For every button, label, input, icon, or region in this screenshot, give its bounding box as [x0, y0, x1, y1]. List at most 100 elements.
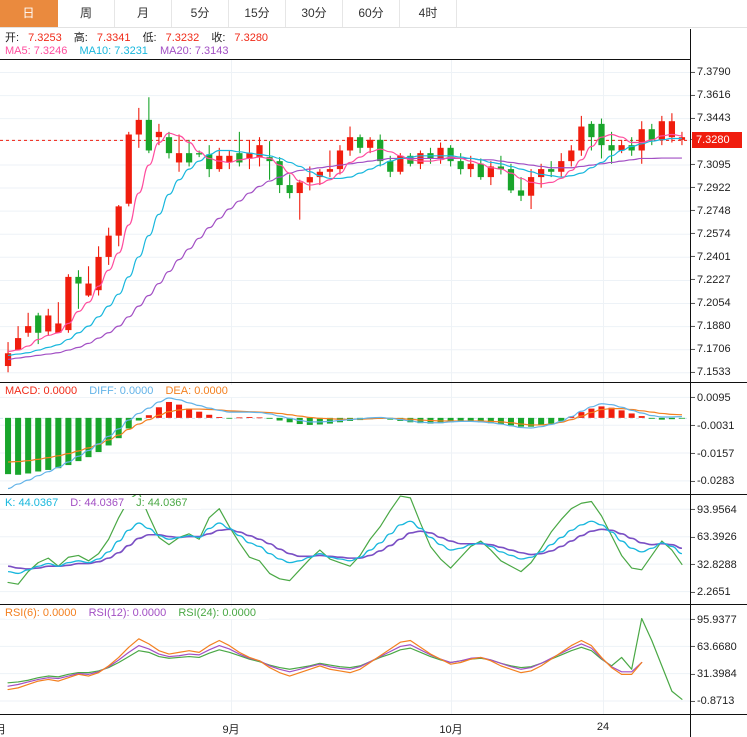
- y-axis-tick: -0.0283: [691, 475, 734, 487]
- y-axis-tick: 7.2574: [691, 228, 731, 240]
- tick-mark: [691, 453, 695, 455]
- timeframe-tab-3[interactable]: 5分: [172, 0, 229, 27]
- y-axis-tick: 31.3984: [691, 668, 737, 680]
- tick-mark: [691, 509, 695, 511]
- tick-mark: [691, 591, 695, 593]
- low-label-text: 低:: [142, 32, 157, 44]
- rsi12-value: RSI(12): 0.0000: [88, 607, 167, 619]
- kdj-chart-panel[interactable]: [0, 494, 690, 604]
- y-axis-tick: 63.3926: [691, 531, 737, 543]
- macd-y-axis: 0.0095 -0.0031 -0.0157 -0.0283: [690, 382, 747, 494]
- macd-legend: MACD: 0.0000 DIFF: 0.0000 DEA: 0.0000: [5, 385, 241, 397]
- tick-mark: [691, 619, 695, 621]
- tick-mark: [691, 397, 695, 399]
- timeframe-tab-6[interactable]: 60分: [343, 0, 400, 27]
- low-value: 7.3232: [165, 32, 200, 44]
- tick-mark: [691, 348, 695, 350]
- current-price-badge: 7.3280: [692, 131, 742, 148]
- tick-label: 7.3790: [697, 66, 731, 79]
- tick-mark: [691, 371, 695, 373]
- timeframe-tab-5[interactable]: 30分: [286, 0, 343, 27]
- low-label: 低: 7.3232: [143, 32, 200, 44]
- y-axis-tick: 63.6680: [691, 641, 737, 653]
- ohlc-legend: 开: 7.3253 高: 7.3341 低: 7.3232 收: 7.3280: [0, 29, 277, 45]
- tick-mark: [691, 210, 695, 212]
- y-axis-tick: 7.2922: [691, 181, 731, 194]
- tick-label: 95.9377: [697, 613, 737, 626]
- y-axis-tick: -0.0157: [691, 447, 734, 460]
- y-axis-tick: 93.9564: [691, 504, 737, 516]
- close-label: 收: 7.3280: [211, 32, 268, 44]
- x-axis-tick-1: 9月: [222, 724, 240, 736]
- y-axis-tick: 7.1880: [691, 320, 731, 332]
- y-axis-tick: 7.2748: [691, 205, 731, 217]
- axis-corner: [690, 714, 747, 737]
- tick-label: 7.3095: [697, 158, 731, 171]
- tick-mark: [691, 71, 695, 73]
- high-label: 高: 7.3341: [74, 32, 131, 44]
- tick-label: 7.2227: [697, 273, 731, 286]
- rsi24-value: RSI(24): 0.0000: [178, 607, 256, 619]
- y-axis-tick: 7.2227: [691, 274, 731, 286]
- tick-mark: [691, 480, 695, 482]
- macd-value: MACD: 0.0000: [5, 385, 78, 397]
- timeframe-tab-label: 30分: [301, 6, 327, 20]
- timeframe-tab-4[interactable]: 15分: [229, 0, 286, 27]
- tick-mark: [691, 564, 695, 566]
- tick-label: 7.1880: [697, 320, 731, 333]
- tick-label: 7.2574: [697, 227, 731, 240]
- timeframe-tab-0[interactable]: 日: [0, 0, 58, 27]
- y-axis-tick: 7.1533: [691, 366, 731, 378]
- tick-label: 7.3616: [697, 89, 731, 102]
- kdj-legend: K: 44.0367 D: 44.0367 J: 44.0367: [5, 497, 201, 509]
- timeframe-tab-2[interactable]: 月: [115, 0, 172, 27]
- rsi6-value: RSI(6): 0.0000: [5, 607, 77, 619]
- timeframe-tab-label: 4时: [418, 6, 438, 20]
- tick-mark: [691, 279, 695, 281]
- tick-mark: [691, 302, 695, 304]
- price-y-axis: 7.3790 7.3616 7.3443 7.3280 7.3095 7.2922 7.27…: [690, 29, 747, 382]
- tick-label: 63.6680: [697, 640, 737, 653]
- timeframe-tab-label: 日: [22, 6, 35, 20]
- high-label-text: 高:: [73, 32, 88, 44]
- tick-label: 7.1533: [697, 366, 731, 379]
- ma20-value: MA20: 7.3143: [160, 45, 229, 57]
- kdj-k-value: K: 44.0367: [5, 497, 59, 509]
- ma10-value: MA10: 7.3231: [79, 45, 148, 57]
- tick-label: -0.0031: [697, 419, 735, 432]
- close-value: 7.3280: [234, 32, 269, 44]
- y-axis-tick: -0.8713: [691, 695, 734, 707]
- timeframe-tab-label: 周: [79, 6, 92, 20]
- price-chart-panel[interactable]: [0, 59, 690, 382]
- timeframe-tab-label: 月: [136, 6, 149, 20]
- ma5-value: MA5: 7.3246: [5, 45, 68, 57]
- tick-label: 31.3984: [697, 668, 737, 681]
- y-axis-tick: 7.3616: [691, 89, 731, 101]
- timeframe-tab-1[interactable]: 周: [58, 0, 115, 27]
- y-axis-tick: 7.3095: [691, 158, 731, 171]
- tick-label: 93.9564: [697, 503, 737, 516]
- timeframe-tab-label: 5分: [190, 6, 210, 20]
- x-axis-tick-0: 月: [0, 724, 7, 736]
- y-axis-tick: 2.2651: [691, 586, 731, 598]
- macd-chart-panel[interactable]: [0, 382, 690, 494]
- tick-mark: [691, 164, 695, 166]
- open-label-text: 开:: [5, 32, 20, 44]
- rsi-chart-panel[interactable]: [0, 604, 690, 714]
- tick-label: 32.8288: [697, 558, 737, 571]
- y-axis-tick: 0.0095: [691, 392, 731, 404]
- y-axis-tick: 95.9377: [691, 614, 737, 626]
- tick-mark: [691, 536, 695, 538]
- timeframe-tab-7[interactable]: 4时: [400, 0, 457, 27]
- tick-mark: [691, 256, 695, 258]
- tick-mark: [691, 673, 695, 675]
- y-axis-tick: 7.3443: [691, 112, 731, 124]
- tick-label: 7.3443: [697, 112, 731, 125]
- timeframe-tab-label: 15分: [244, 6, 270, 20]
- tick-label: 7.2922: [697, 181, 731, 194]
- tick-mark: [691, 187, 695, 189]
- date-x-axis: 月 9月 10月 24: [0, 714, 690, 737]
- ma-legend: MA5: 7.3246 MA10: 7.3231 MA20: 7.3143: [0, 45, 238, 57]
- high-value: 7.3341: [96, 32, 131, 44]
